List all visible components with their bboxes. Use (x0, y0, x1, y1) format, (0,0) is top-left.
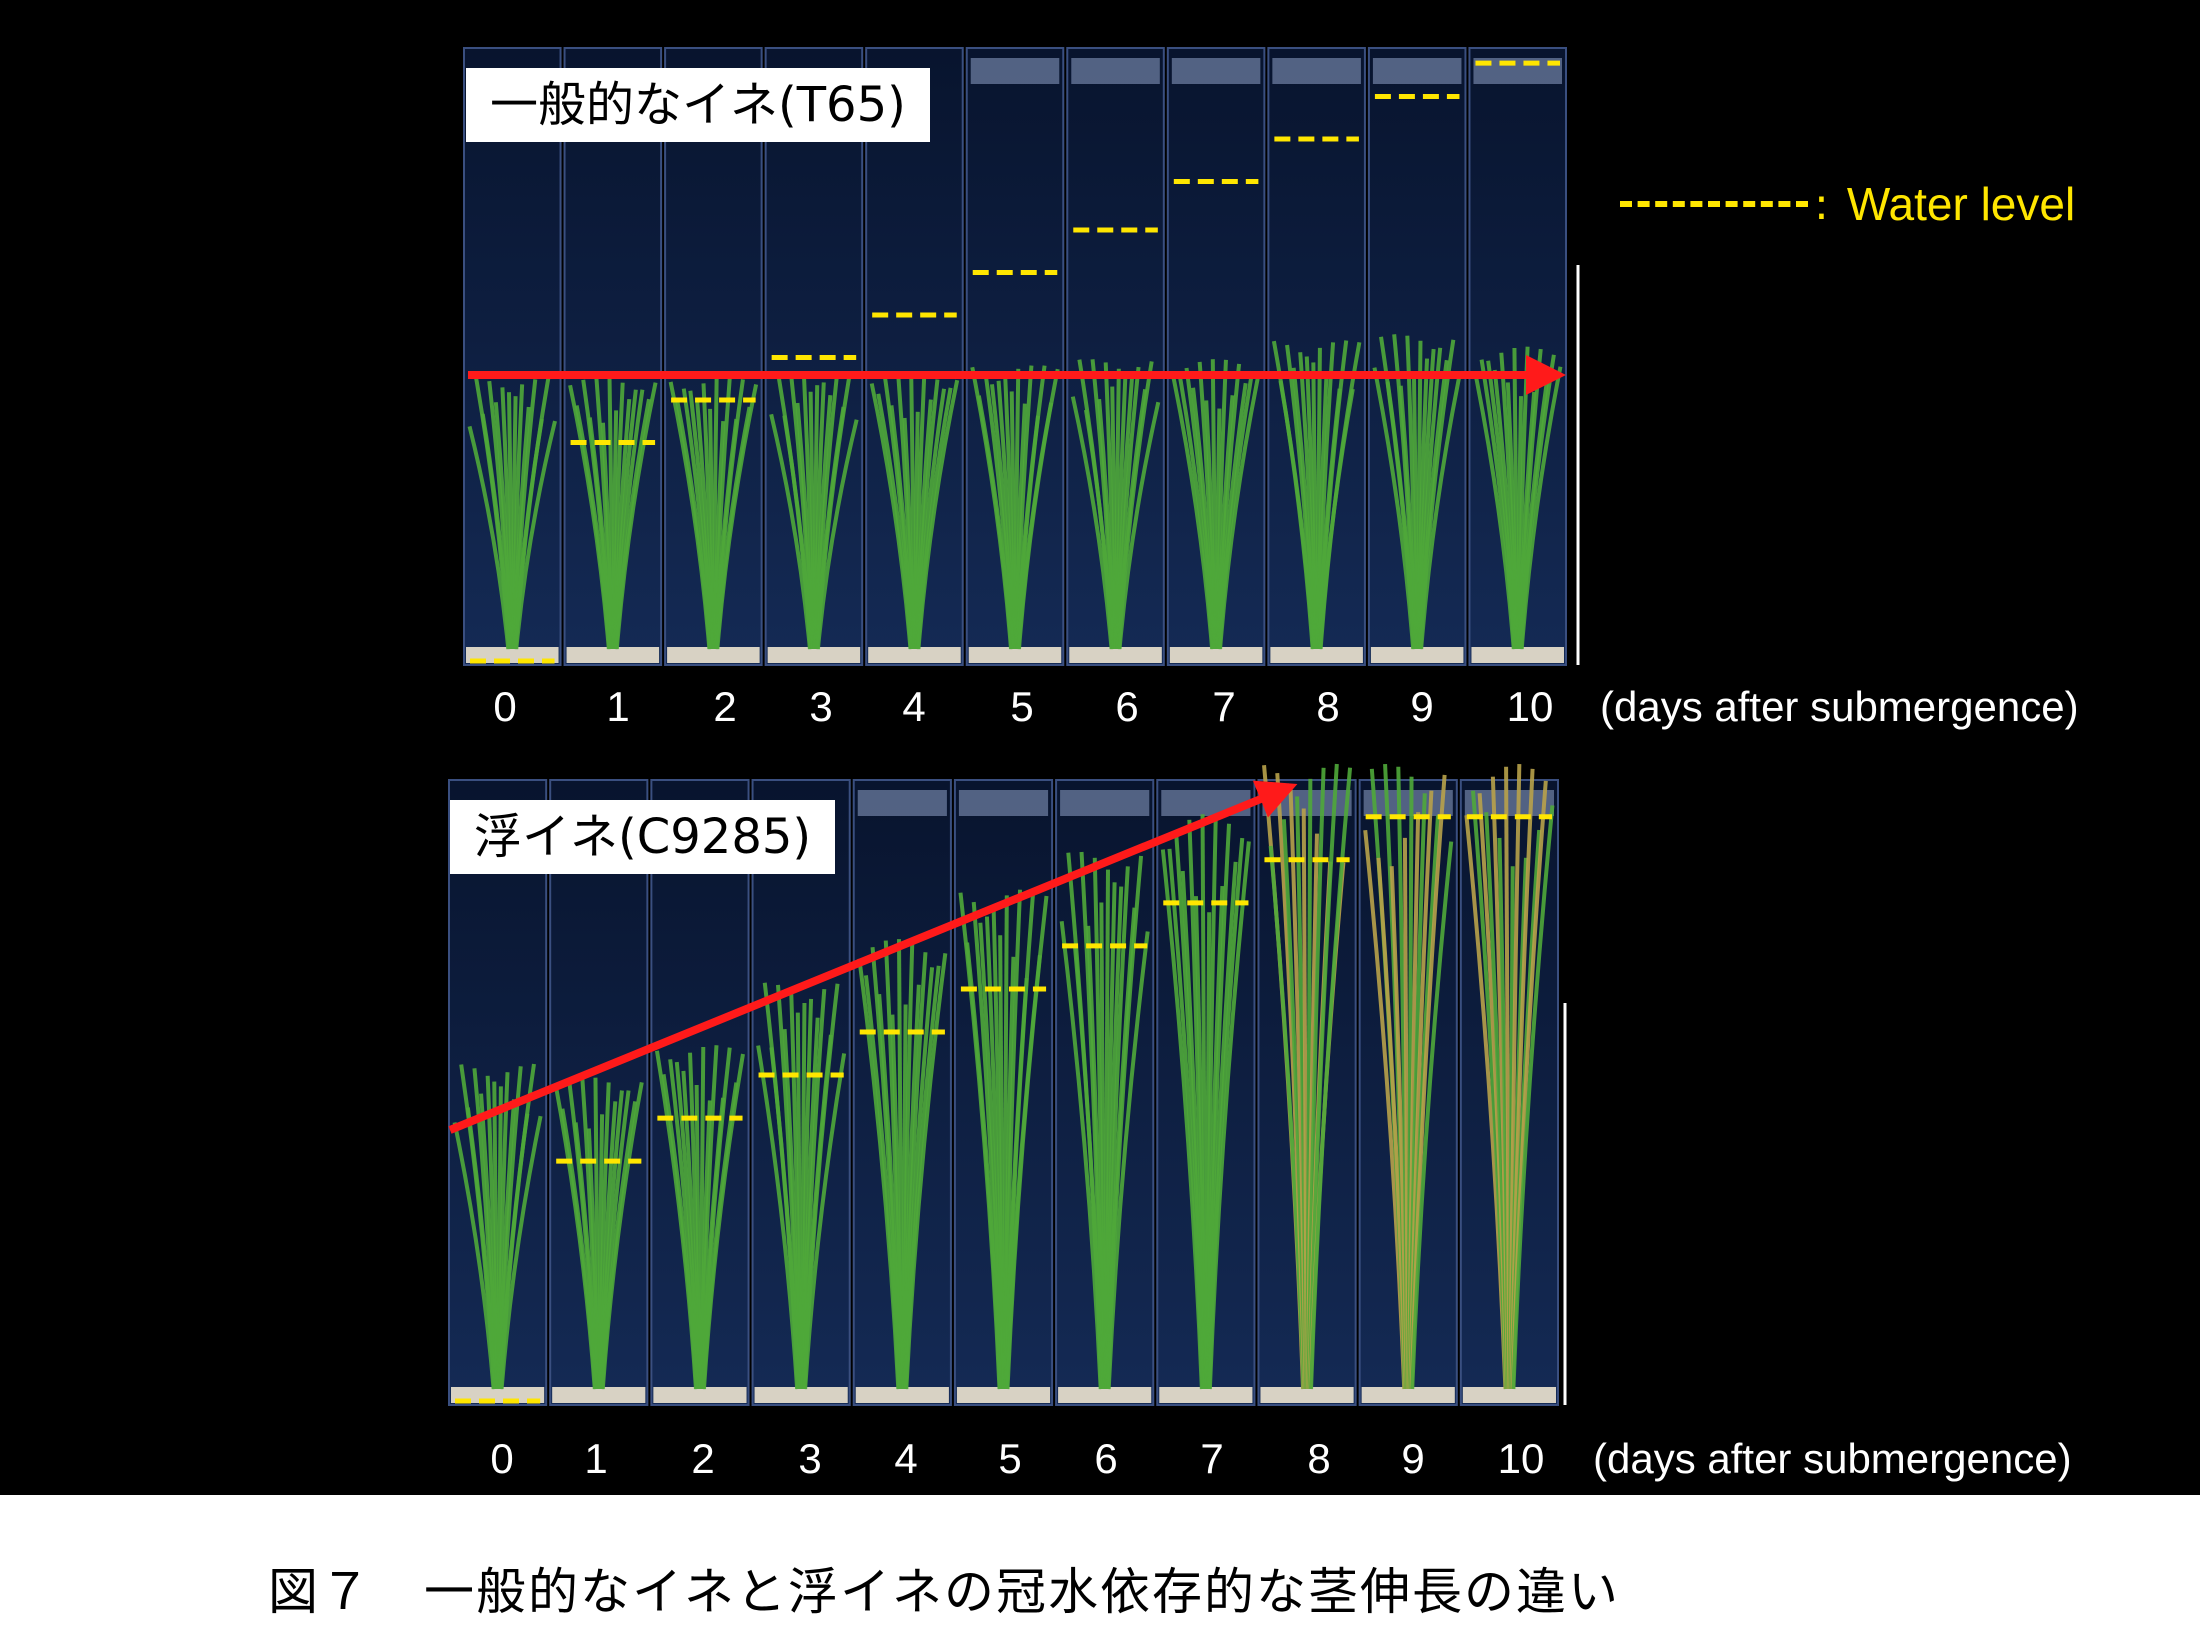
figure-caption: 図７ 一般的なイネと浮イネの冠水依存的な茎伸長の違い (268, 1563, 1620, 1621)
rice-leaf (1410, 841, 1454, 1390)
day-label: 0 (490, 1435, 514, 1482)
legend-separator: : (1814, 178, 1829, 230)
legend: : Water level (1620, 176, 2075, 232)
tank-lid (1363, 790, 1453, 816)
rice-leaf (1106, 931, 1150, 1390)
tank-lid (1372, 58, 1462, 84)
tank-lid (1171, 58, 1261, 84)
day-label: 7 (1200, 1435, 1224, 1482)
tank-lid (857, 790, 947, 816)
gravel (552, 1387, 646, 1403)
rice-leaf (499, 1115, 543, 1390)
rice-leaf (715, 384, 759, 650)
day-label: 1 (584, 1435, 608, 1482)
figure-photo: 一般的なイネ(T65) 浮イネ(C9285) 0 1 2 3 4 5 6 7 8 9 10 (day… (0, 0, 2200, 1495)
day-label: 4 (894, 1435, 918, 1482)
day-label: 10 (1497, 1435, 1545, 1482)
rice-leaf (803, 1053, 847, 1390)
day-label: 5 (998, 1435, 1022, 1482)
rice-leaf (1309, 767, 1353, 1390)
rice-leaf (815, 419, 859, 650)
rice-leaf (514, 420, 557, 650)
day-label: 2 (713, 683, 737, 730)
gravel (767, 647, 861, 663)
gravel (868, 647, 961, 663)
gravel (1159, 1387, 1253, 1403)
gravel (1462, 1387, 1556, 1403)
gravel (956, 1387, 1051, 1403)
gravel (1169, 647, 1263, 663)
rice-leaf (1005, 895, 1049, 1390)
rice-leaf (1117, 401, 1161, 650)
rice-leaf (614, 382, 658, 650)
growth-arrow-floating (448, 780, 1298, 1134)
day-label: 10 (1506, 683, 1554, 730)
rice-leaf (600, 1082, 644, 1390)
day-label: 2 (691, 1435, 715, 1482)
tank-lid (1060, 790, 1150, 816)
tank-lid (1272, 58, 1361, 84)
gravel (667, 647, 760, 663)
rice-tanks-photo (448, 47, 1580, 1406)
gravel (1370, 647, 1464, 663)
day-label: 3 (809, 683, 833, 730)
gravel (968, 647, 1062, 663)
gravel (466, 647, 559, 663)
day-label: 9 (1401, 1435, 1425, 1482)
gravel (1361, 1387, 1455, 1403)
tank-lid (1071, 58, 1160, 84)
rice-leaf (1318, 341, 1362, 650)
day-label: 0 (493, 683, 517, 730)
day-label: 4 (902, 683, 926, 730)
axis-note-top: (days after submergence) (1600, 683, 2079, 730)
gravel (1270, 647, 1363, 663)
day-label: 3 (798, 1435, 822, 1482)
rice-leaf (701, 1053, 745, 1390)
rice-leaf (904, 953, 948, 1390)
day-label: 9 (1410, 683, 1434, 730)
rice-leaf (1511, 805, 1555, 1390)
gravel (1471, 647, 1564, 663)
rice-leaf (1419, 372, 1462, 650)
gravel (1058, 1387, 1152, 1403)
day-label: 8 (1316, 683, 1340, 730)
gravel (855, 1387, 949, 1403)
panel-label-floating-rice: 浮イネ(C9285) (450, 800, 836, 874)
gravel (1260, 1387, 1354, 1403)
rice-leaf (916, 379, 960, 650)
day-label: 1 (606, 683, 630, 730)
tank (563, 47, 663, 666)
tank-lid (970, 58, 1060, 84)
day-label: 5 (1010, 683, 1034, 730)
gravel (566, 647, 660, 663)
legend-label: Water level (1846, 178, 2076, 230)
gravel (451, 1387, 545, 1403)
legend-dash-swatch (1620, 201, 1808, 207)
rice-leaf (1017, 368, 1060, 650)
panel-label-normal-rice: 一般的なイネ(T65) (466, 68, 930, 142)
day-label: 7 (1212, 683, 1236, 730)
day-label: 6 (1115, 683, 1139, 730)
gravel (754, 1387, 848, 1403)
tank-lid (958, 790, 1049, 816)
axis-note-bottom: (days after submergence) (1593, 1435, 2072, 1482)
day-label: 8 (1307, 1435, 1331, 1482)
rice-leaf (1519, 366, 1563, 650)
gravel (653, 1387, 747, 1403)
day-label: 6 (1094, 1435, 1118, 1482)
gravel (1069, 647, 1162, 663)
rice-leaf (1207, 841, 1251, 1390)
rice-leaf (1218, 372, 1261, 650)
